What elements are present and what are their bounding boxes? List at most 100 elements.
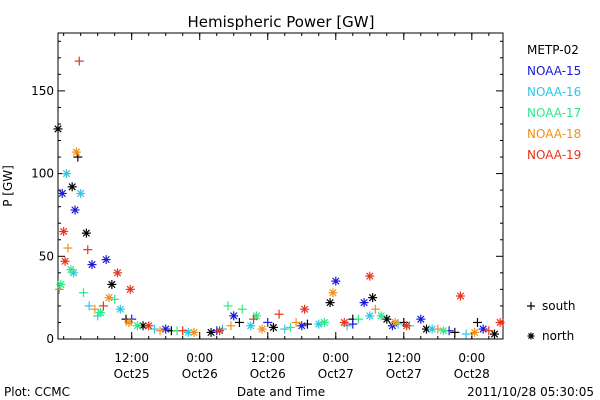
x-tick-label-time: 12:00 [114, 351, 149, 365]
data-point-noaa-17-north [66, 265, 76, 275]
x-tick-label-date: Oct26 [182, 367, 218, 381]
data-point-noaa-19-south [98, 301, 108, 311]
data-point-noaa-17-north [438, 326, 448, 336]
data-points [53, 56, 505, 339]
data-point-noaa-18-north [257, 324, 267, 334]
data-point-metp-02-south [234, 317, 244, 327]
data-point-noaa-15-north [101, 255, 111, 265]
data-point-noaa-18-north [390, 317, 400, 327]
data-point-metp-02-north [368, 293, 378, 303]
x-tick-label-time: 0:00 [322, 351, 349, 365]
data-point-noaa-18-south [155, 326, 165, 336]
y-tick-label: 150 [31, 84, 54, 98]
data-point-metp-02-north [325, 298, 335, 308]
data-point-noaa-16-south [461, 329, 471, 339]
x-tick-label-time: 0:00 [186, 351, 213, 365]
legend-marker-north [527, 332, 535, 340]
data-point-noaa-19-south [249, 314, 259, 324]
data-point-noaa-15-north [87, 260, 97, 270]
data-point-noaa-18-north [328, 288, 338, 298]
x-tick-label-date: Oct26 [250, 367, 286, 381]
data-point-noaa-17-south [285, 322, 295, 332]
y-tick-label: 100 [31, 167, 54, 181]
legend-entry-noaa-16: NOAA-16 [527, 85, 581, 99]
data-point-noaa-19-south [74, 56, 84, 66]
data-point-noaa-15-north [297, 321, 307, 331]
data-point-noaa-16-north [246, 321, 256, 331]
x-tick-label-date: Oct28 [454, 367, 490, 381]
data-point-noaa-15-south [263, 317, 273, 327]
x-axis-label: Date and Time [237, 385, 325, 399]
data-point-noaa-15-north [229, 311, 239, 321]
data-point-metp-02-north [268, 322, 278, 332]
data-point-noaa-18-south [54, 284, 64, 294]
data-point-noaa-19-north [59, 226, 69, 236]
data-point-noaa-18-south [226, 321, 236, 331]
data-point-noaa-19-north [339, 317, 349, 327]
data-point-noaa-19-south [274, 309, 284, 319]
footer-timestamp: 2011/10/28 05:30:05 [467, 385, 594, 399]
data-point-noaa-17-north [56, 279, 66, 289]
data-point-noaa-19-north [125, 284, 135, 294]
data-point-noaa-16-north [115, 304, 125, 314]
data-point-noaa-17-south [223, 301, 233, 311]
data-point-noaa-19-north [365, 271, 375, 281]
data-point-noaa-16-south [280, 324, 290, 334]
data-point-metp-02-south [302, 319, 312, 329]
data-point-noaa-15-north [57, 188, 67, 198]
data-point-noaa-19-north [495, 317, 505, 327]
data-point-metp-02-south [450, 327, 460, 337]
legend-marker-label-north: north [542, 329, 574, 343]
data-point-noaa-19-north [300, 304, 310, 314]
x-tick-label-date: Oct25 [114, 367, 150, 381]
data-point-noaa-18-north [124, 317, 134, 327]
x-axis: 12:00 Oct25 0:00 Oct26 12:00 Oct26 0:00 Oct27 12… [63, 33, 490, 381]
legend-marker-label-south: south [542, 299, 576, 313]
data-point-noaa-19-south [178, 326, 188, 336]
data-point-noaa-16-north [365, 311, 375, 321]
y-tick-label: 50 [39, 249, 54, 263]
data-point-noaa-19-north [455, 291, 465, 301]
data-point-noaa-17-north [96, 308, 106, 318]
data-point-noaa-19-north [402, 321, 412, 331]
data-point-metp-02-north [107, 279, 117, 289]
data-point-noaa-15-north [416, 314, 426, 324]
y-axis-label: P [GW] [1, 165, 15, 207]
legend-entry-noaa-17: NOAA-17 [527, 106, 581, 120]
data-point-noaa-16-north [62, 169, 72, 179]
data-point-noaa-17-north [319, 317, 329, 327]
data-point-metp-02-south [472, 317, 482, 327]
y-axis: 0 50 100 150 [31, 40, 503, 346]
data-point-noaa-18-south [370, 304, 380, 314]
data-point-noaa-17-south [79, 288, 89, 298]
data-point-noaa-19-north [60, 256, 70, 266]
legend-entry-metp-02: METP-02 [527, 43, 579, 57]
footer-plot-source: Plot: CCMC [4, 385, 70, 399]
data-point-noaa-19-north [113, 268, 123, 278]
y-tick-label: 0 [46, 332, 54, 346]
x-tick-label-time: 12:00 [386, 351, 421, 365]
data-point-noaa-18-south [291, 317, 301, 327]
data-point-noaa-19-north [144, 321, 154, 331]
x-tick-label-date: Oct27 [386, 367, 422, 381]
data-point-noaa-18-south [63, 243, 73, 253]
legend: METP-02 NOAA-15 NOAA-16 NOAA-17 NOAA-18 NOAA-… [527, 43, 581, 343]
data-point-noaa-17-south [353, 314, 363, 324]
data-point-noaa-18-south [90, 304, 100, 314]
data-point-noaa-15-south [348, 319, 358, 329]
data-point-metp-02-north [489, 329, 499, 339]
data-point-noaa-18-north [104, 293, 114, 303]
x-tick-label-time: 0:00 [458, 351, 485, 365]
legend-entry-noaa-19: NOAA-19 [527, 148, 581, 162]
chart-title: Hemispheric Power [GW] [188, 13, 375, 31]
data-point-noaa-15-north [359, 298, 369, 308]
data-point-noaa-15-north [478, 324, 488, 334]
data-point-noaa-18-north [71, 147, 81, 157]
data-point-noaa-15-north [331, 276, 341, 286]
data-point-noaa-16-south [84, 301, 94, 311]
data-point-noaa-18-north [189, 327, 199, 337]
plot-frame [57, 32, 504, 340]
data-point-metp-02-north [421, 324, 431, 334]
data-point-noaa-15-north [161, 324, 171, 334]
